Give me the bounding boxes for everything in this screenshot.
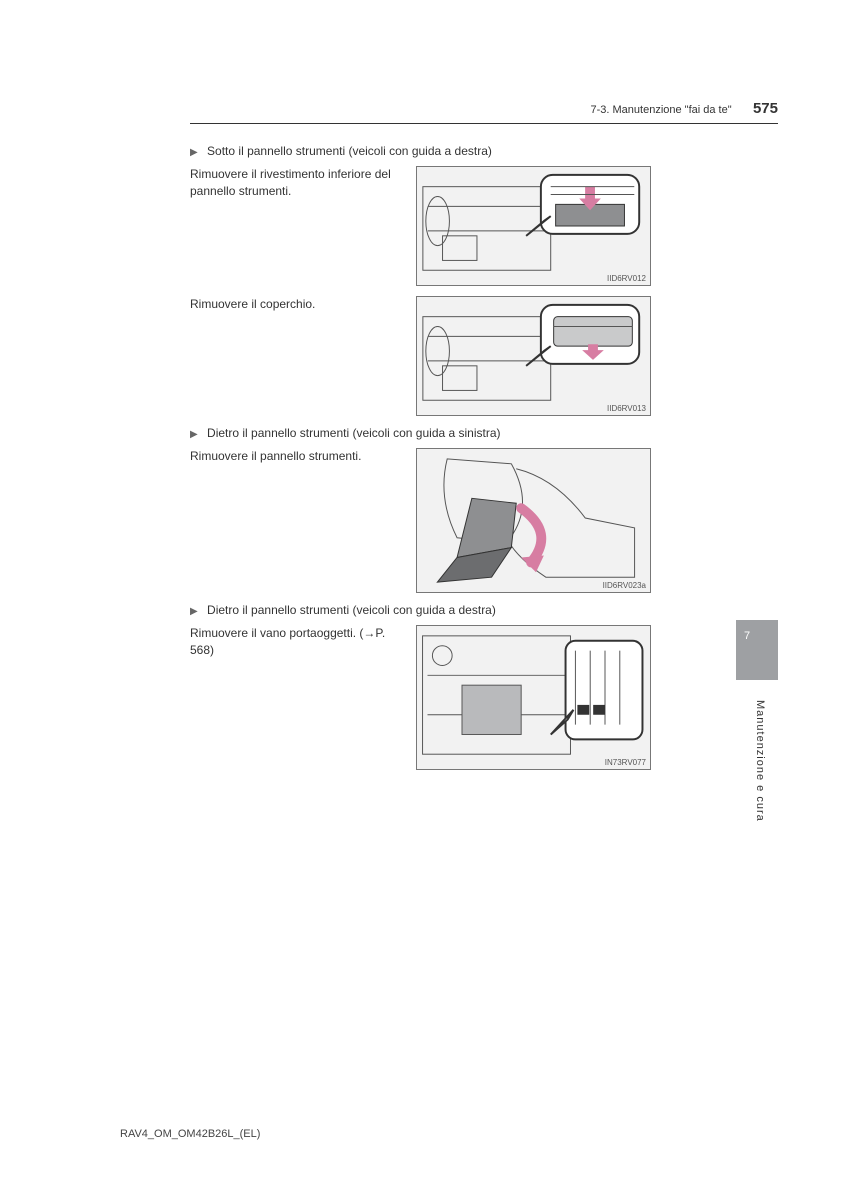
section-tab: 7 — [736, 620, 778, 680]
triangle-icon: ▶ — [190, 606, 198, 617]
bullet-text: Sotto il pannello strumenti (veicoli con… — [207, 144, 492, 158]
figure-code: IID6RV013 — [607, 404, 646, 413]
tab-number: 7 — [744, 630, 750, 642]
figure-3: IID6RV023a — [416, 448, 651, 593]
figure-2: IID6RV013 — [416, 296, 651, 416]
instruction-2: Rimuovere il coperchio. — [190, 296, 400, 313]
bullet-1: ▶ Sotto il pannello strumenti (veicoli c… — [190, 144, 778, 158]
section-tab-label: Manutenzione e cura — [754, 700, 766, 822]
bullet-3: ▶ Dietro il pannello strumenti (veicoli … — [190, 426, 778, 440]
triangle-icon: ▶ — [190, 429, 198, 440]
instruction-1: Rimuovere il rivestimento inferiore del … — [190, 166, 400, 200]
doc-footer: RAV4_OM_OM42B26L_(EL) — [120, 1128, 260, 1140]
content: ▶ Sotto il pannello strumenti (veicoli c… — [190, 144, 778, 770]
figure-code: IN73RV077 — [605, 758, 646, 767]
instruction-3: Rimuovere il pannello strumenti. — [190, 448, 400, 465]
bullet-text: Dietro il pannello strumenti (veicoli co… — [207, 603, 496, 617]
section-label: 7-3. Manutenzione "fai da te" — [591, 104, 732, 116]
bullet-text: Dietro il pannello strumenti (veicoli co… — [207, 426, 500, 440]
triangle-icon: ▶ — [190, 147, 198, 158]
page-header: 7-3. Manutenzione "fai da te" 575 — [190, 100, 778, 124]
figure-1: IID6RV012 — [416, 166, 651, 286]
figure-code: IID6RV012 — [607, 274, 646, 283]
figure-4: IN73RV077 — [416, 625, 651, 770]
instruction-4: Rimuovere il vano portaoggetti. (→P. 568… — [190, 625, 400, 659]
bullet-4: ▶ Dietro il pannello strumenti (veicoli … — [190, 603, 778, 617]
figure-code: IID6RV023a — [603, 581, 646, 590]
page-number: 575 — [753, 100, 778, 117]
